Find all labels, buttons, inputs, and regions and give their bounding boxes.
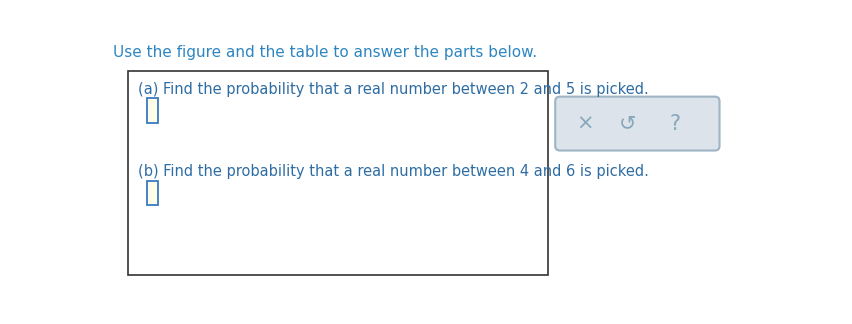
FancyBboxPatch shape	[556, 97, 720, 151]
FancyBboxPatch shape	[147, 180, 158, 205]
FancyBboxPatch shape	[147, 98, 158, 123]
Text: (a) Find the probability that a real number between 2 and 5 is picked.: (a) Find the probability that a real num…	[137, 82, 648, 97]
Text: (b) Find the probability that a real number between 4 and 6 is picked.: (b) Find the probability that a real num…	[137, 164, 648, 179]
Text: ×: ×	[576, 114, 594, 133]
FancyBboxPatch shape	[128, 71, 548, 274]
Text: Use the figure and the table to answer the parts below.: Use the figure and the table to answer t…	[112, 45, 537, 60]
Text: ?: ?	[669, 114, 680, 133]
Text: ↺: ↺	[619, 114, 636, 133]
